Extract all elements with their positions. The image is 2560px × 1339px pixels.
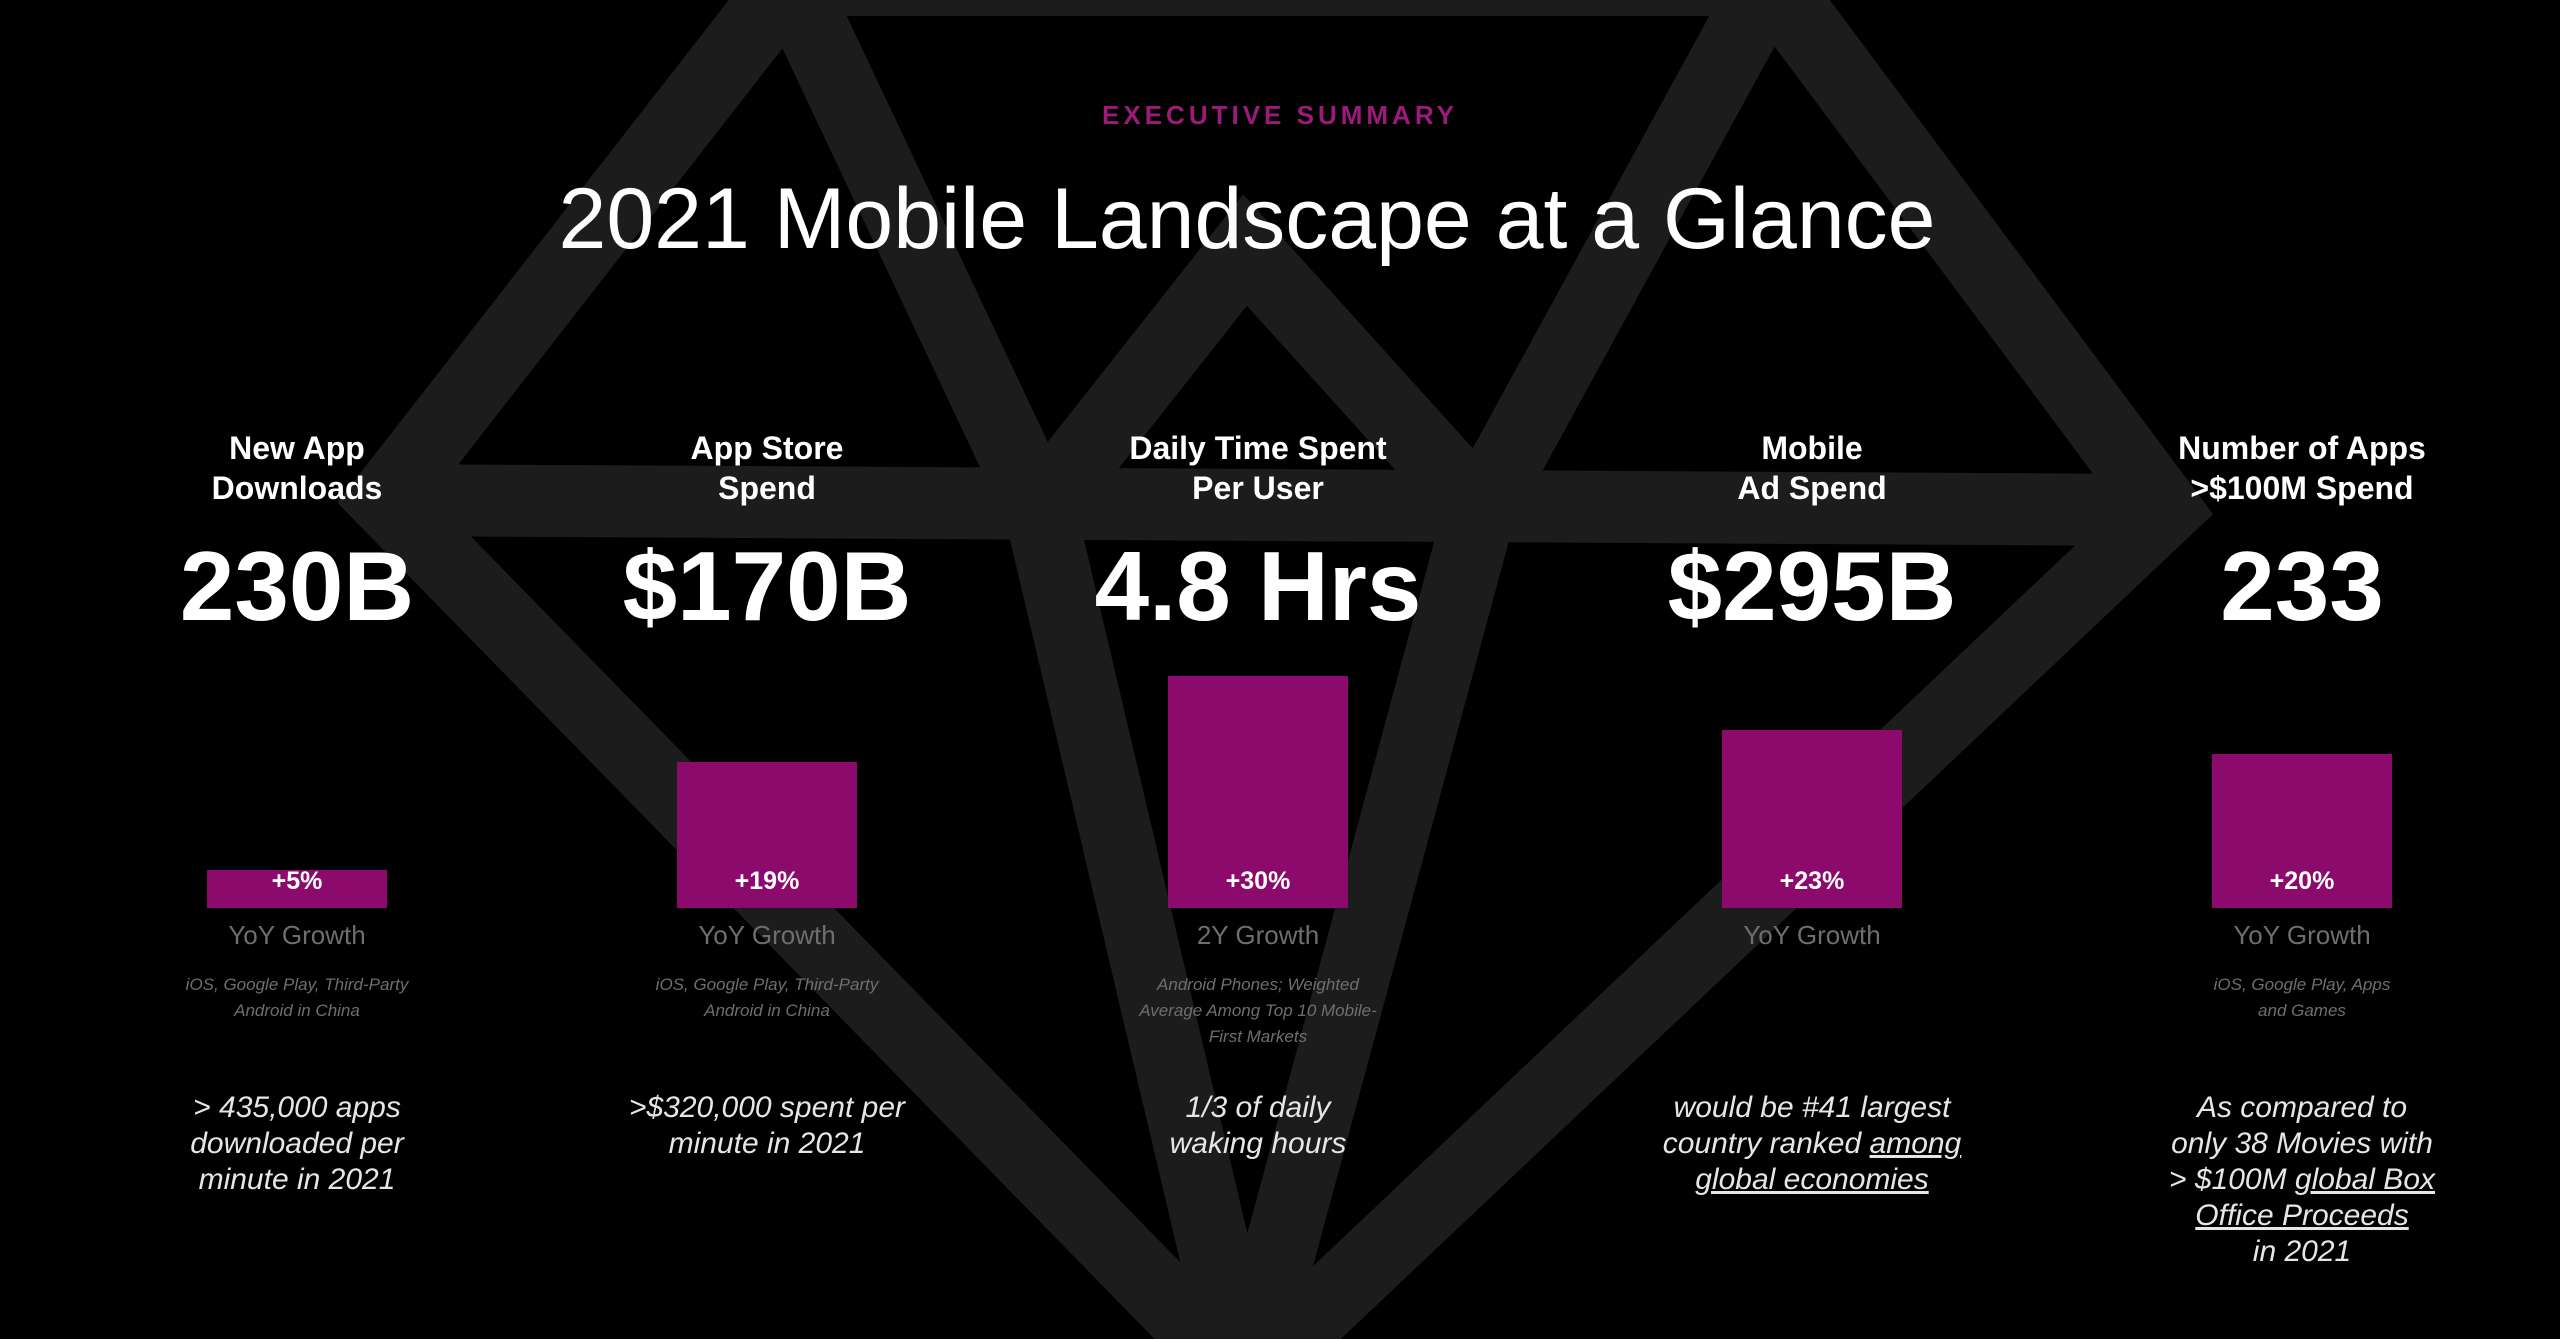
context-note: > 435,000 apps downloaded per minute in 20… bbox=[87, 1090, 507, 1198]
metric-label: New App Downloads bbox=[87, 428, 507, 508]
metric-value: $295B bbox=[1667, 531, 1957, 641]
metric-label-line: Ad Spend bbox=[1737, 470, 1887, 506]
metric-column: Mobile Ad Spend $295B +23% YoY Growth would b… bbox=[1602, 0, 2022, 1339]
source-note-line: iOS, Google Play, Third-Party bbox=[655, 975, 879, 994]
growth-bar-label: +30% bbox=[1225, 867, 1291, 895]
context-text: in 2021 bbox=[2252, 1235, 2352, 1268]
source-note-line: Android in China bbox=[704, 1001, 830, 1020]
source-note-line: Android Phones; Weighted bbox=[1157, 975, 1359, 994]
source-note-line: and Games bbox=[2258, 1001, 2346, 1020]
source-note-line: iOS, Google Play, Apps bbox=[2213, 975, 2391, 994]
source-note: iOS, Google Play, Third-Party Android in … bbox=[617, 972, 917, 1024]
context-note: As compared to only 38 Movies with > $100M… bbox=[2092, 1090, 2512, 1270]
metric-label: App Store Spend bbox=[557, 428, 977, 508]
context-note-line: in 2021 bbox=[2092, 1234, 2512, 1270]
metric-column: Daily Time Spent Per User 4.8 Hrs +30% 2Y Gr… bbox=[1048, 0, 1468, 1339]
context-text: As compared to bbox=[2196, 1091, 2408, 1124]
growth-bar: +5% bbox=[207, 867, 387, 908]
source-note-line: Average Among Top 10 Mobile- bbox=[1139, 1001, 1377, 1020]
growth-bar-label: +5% bbox=[271, 867, 323, 895]
metric-label: Mobile Ad Spend bbox=[1602, 428, 2022, 508]
source-note-line: iOS, Google Play, Third-Party bbox=[185, 975, 409, 994]
context-note-line: country ranked among bbox=[1602, 1126, 2022, 1162]
metric-label: Number of Apps >$100M Spend bbox=[2092, 428, 2512, 508]
context-note-line: only 38 Movies with bbox=[2092, 1126, 2512, 1162]
growth-bar: +19% bbox=[677, 762, 857, 908]
context-note-line: > $100M global Box bbox=[2092, 1162, 2512, 1198]
metric-column: App Store Spend $170B +19% YoY Growth iOS, Go… bbox=[557, 0, 977, 1339]
context-link[interactable]: global economies bbox=[1695, 1163, 1929, 1196]
context-link[interactable]: among bbox=[1869, 1127, 1962, 1160]
context-text: country ranked bbox=[1662, 1127, 1870, 1160]
context-text: waking hours bbox=[1169, 1127, 1347, 1160]
context-link[interactable]: Office Proceeds bbox=[2195, 1199, 2409, 1232]
growth-bar-label: +23% bbox=[1779, 867, 1845, 895]
context-note-line: > 435,000 apps bbox=[87, 1090, 507, 1126]
growth-caption: YoY Growth bbox=[2233, 920, 2371, 950]
growth-bar: +30% bbox=[1168, 676, 1348, 908]
metric-value: 233 bbox=[2220, 531, 2384, 641]
context-note-line: waking hours bbox=[1048, 1126, 1468, 1162]
context-text: minute in 2021 bbox=[198, 1163, 396, 1196]
context-note-line: As compared to bbox=[2092, 1090, 2512, 1126]
context-note: 1/3 of daily waking hours bbox=[1048, 1090, 1468, 1162]
growth-bar-label: +20% bbox=[2269, 867, 2335, 895]
source-note-line: First Markets bbox=[1208, 1027, 1308, 1046]
source-note: iOS, Google Play, Third-Party Android in … bbox=[147, 972, 447, 1024]
source-note-line: Android in China bbox=[234, 1001, 360, 1020]
metric-column: New App Downloads 230B +5% YoY Growth iOS, Go… bbox=[87, 0, 507, 1339]
context-note-line: would be #41 largest bbox=[1602, 1090, 2022, 1126]
context-text: would be #41 largest bbox=[1673, 1091, 1951, 1124]
context-text: >$320,000 spent per bbox=[628, 1091, 906, 1124]
growth-bar-label: +19% bbox=[734, 867, 800, 895]
metric-label-line: Per User bbox=[1192, 470, 1324, 506]
growth-caption: YoY Growth bbox=[1743, 920, 1881, 950]
metric-label-line: Mobile bbox=[1761, 430, 1863, 466]
page-title: 2021 Mobile Landscape at a Glance bbox=[558, 171, 1936, 267]
metric-value: $170B bbox=[622, 531, 912, 641]
growth-bar: +23% bbox=[1722, 730, 1902, 908]
metric-label-line: Spend bbox=[718, 470, 816, 506]
context-note-line: downloaded per bbox=[87, 1126, 507, 1162]
metric-label-line: App Store bbox=[690, 430, 844, 466]
context-note-line: >$320,000 spent per bbox=[557, 1090, 977, 1126]
growth-caption: 2Y Growth bbox=[1196, 920, 1320, 950]
context-note: would be #41 largest country ranked among… bbox=[1602, 1090, 2022, 1198]
metric-label-line: >$100M Spend bbox=[2190, 470, 2414, 506]
context-text: > $100M bbox=[2168, 1163, 2295, 1196]
growth-caption: YoY Growth bbox=[228, 920, 366, 950]
growth-bar: +20% bbox=[2212, 754, 2392, 908]
context-text: 1/3 of daily bbox=[1185, 1091, 1331, 1124]
context-text: downloaded per bbox=[190, 1127, 404, 1160]
context-text: minute in 2021 bbox=[668, 1127, 866, 1160]
context-note-line: global economies bbox=[1602, 1162, 2022, 1198]
source-note: iOS, Google Play, Apps and Games bbox=[2152, 972, 2452, 1024]
context-note-line: Office Proceeds bbox=[2092, 1198, 2512, 1234]
metric-label-line: Number of Apps bbox=[2178, 430, 2426, 466]
context-note: >$320,000 spent per minute in 2021 bbox=[557, 1090, 977, 1162]
context-note-line: minute in 2021 bbox=[87, 1162, 507, 1198]
metric-label: Daily Time Spent Per User bbox=[1048, 428, 1468, 508]
metric-value: 230B bbox=[179, 531, 415, 641]
context-link[interactable]: global Box bbox=[2294, 1163, 2436, 1196]
section-eyebrow: EXECUTIVE SUMMARY bbox=[1102, 100, 1458, 130]
context-note-line: minute in 2021 bbox=[557, 1126, 977, 1162]
metric-label-line: Daily Time Spent bbox=[1129, 430, 1387, 466]
growth-caption: YoY Growth bbox=[698, 920, 836, 950]
metric-value: 4.8 Hrs bbox=[1094, 531, 1422, 641]
context-text: only 38 Movies with bbox=[2171, 1127, 2433, 1160]
source-note: Android Phones; Weighted Average Among To… bbox=[1108, 972, 1408, 1050]
metric-label-line: New App bbox=[229, 430, 365, 466]
metric-label-line: Downloads bbox=[211, 470, 383, 506]
context-note-line: 1/3 of daily bbox=[1048, 1090, 1468, 1126]
metric-column: Number of Apps >$100M Spend 233 +20% YoY Gro… bbox=[2092, 0, 2512, 1339]
context-text: > 435,000 apps bbox=[193, 1091, 401, 1124]
